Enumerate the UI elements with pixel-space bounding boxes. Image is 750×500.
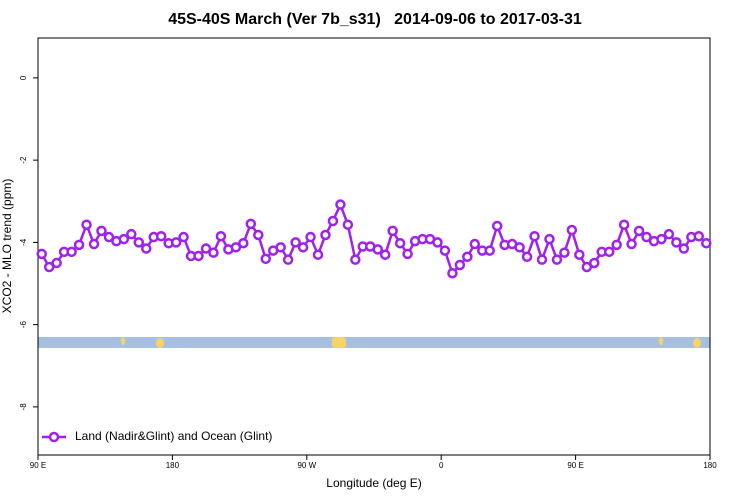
data-point: [589, 257, 600, 269]
legend-marker: [48, 431, 60, 443]
data-point: [141, 243, 152, 254]
x-tick-label: 0: [439, 461, 444, 470]
data-point: [536, 254, 548, 265]
x-tick-label: 90 E: [30, 461, 46, 470]
data-point: [170, 237, 182, 248]
data-point: [484, 245, 495, 256]
data-point: [126, 228, 137, 240]
land-patch: [156, 338, 164, 348]
data-point: [43, 261, 55, 273]
data-point: [656, 233, 667, 245]
data-point: [566, 224, 578, 236]
data-point: [230, 242, 242, 253]
data-point: [200, 243, 212, 254]
data-point: [603, 246, 615, 258]
data-point: [96, 225, 107, 237]
data-point: [678, 243, 690, 254]
ocean-band: [38, 337, 710, 348]
data-point: [305, 231, 316, 243]
data-point: [663, 228, 675, 240]
data-point: [462, 251, 473, 263]
y-tick-label: 0: [19, 75, 28, 80]
data-point: [447, 267, 458, 279]
data-point: [432, 237, 443, 248]
data-point: [529, 230, 540, 242]
data-point: [574, 249, 585, 260]
data-point: [253, 229, 264, 241]
legend-label: Land (Nadir&Glint) and Ocean (Glint): [75, 429, 272, 443]
data-point: [320, 229, 331, 241]
data-point: [282, 254, 294, 265]
data-point: [51, 257, 62, 269]
data-point: [701, 237, 712, 249]
data-point: [551, 254, 563, 265]
x-tick-label: 90 W: [297, 461, 316, 470]
y-axis-label: XCO2 - MLO trend (ppm): [0, 179, 14, 314]
y-tick-label: -6: [19, 321, 28, 329]
y-tick-label: -4: [19, 238, 28, 246]
data-point: [178, 231, 189, 243]
y-tick-label: -8: [19, 403, 28, 411]
data-point: [81, 219, 92, 230]
data-point: [387, 225, 398, 237]
data-point: [626, 238, 637, 250]
land-patch: [693, 338, 701, 348]
data-point: [671, 237, 682, 248]
data-point: [559, 247, 570, 258]
data-point: [618, 219, 630, 230]
data-point: [454, 259, 466, 271]
data-point: [633, 225, 645, 237]
data-point: [88, 238, 100, 250]
data-point: [693, 230, 705, 242]
data-point: [133, 237, 145, 248]
data-point: [514, 242, 525, 253]
land-patch: [332, 337, 346, 348]
data-point: [521, 251, 533, 263]
data-point: [372, 244, 383, 255]
data-point: [491, 220, 503, 232]
data-point: [208, 247, 219, 258]
data-point: [439, 245, 451, 256]
data-point: [402, 248, 413, 260]
data-point: [394, 237, 406, 249]
x-tick-label: 90 E: [567, 461, 583, 470]
data-point: [155, 230, 167, 242]
x-tick-label: 180: [166, 461, 180, 470]
data-point: [260, 253, 271, 265]
x-tick-label: 180: [703, 461, 717, 470]
land-ocean-band: [38, 337, 710, 348]
chart-title: 45S-40S March (Ver 7b_s31) 2014-09-06 to…: [168, 11, 582, 28]
data-point: [66, 246, 77, 258]
data-point: [342, 219, 354, 230]
data-point: [469, 238, 481, 250]
data-point: [245, 218, 257, 230]
data-point: [312, 249, 324, 260]
data-point: [73, 239, 85, 251]
data-point: [238, 237, 249, 249]
data-point: [297, 242, 309, 253]
data-point: [193, 250, 204, 262]
data-point: [335, 199, 346, 210]
data-point: [581, 261, 593, 273]
data-point: [118, 233, 130, 245]
data-point: [215, 230, 227, 242]
x-axis-label: Longitude (deg E): [326, 476, 421, 490]
data-point: [36, 248, 47, 260]
data-point: [275, 242, 286, 253]
y-tick-label: -2: [19, 156, 28, 164]
data-point: [379, 249, 391, 260]
data-point: [641, 231, 652, 243]
data-point: [544, 233, 555, 245]
land-patch: [659, 337, 663, 345]
data-point: [290, 237, 301, 248]
land-patch: [121, 337, 125, 345]
data-point: [327, 215, 339, 227]
data-point: [611, 239, 622, 251]
data-point: [350, 254, 361, 265]
data-point: [103, 231, 115, 243]
